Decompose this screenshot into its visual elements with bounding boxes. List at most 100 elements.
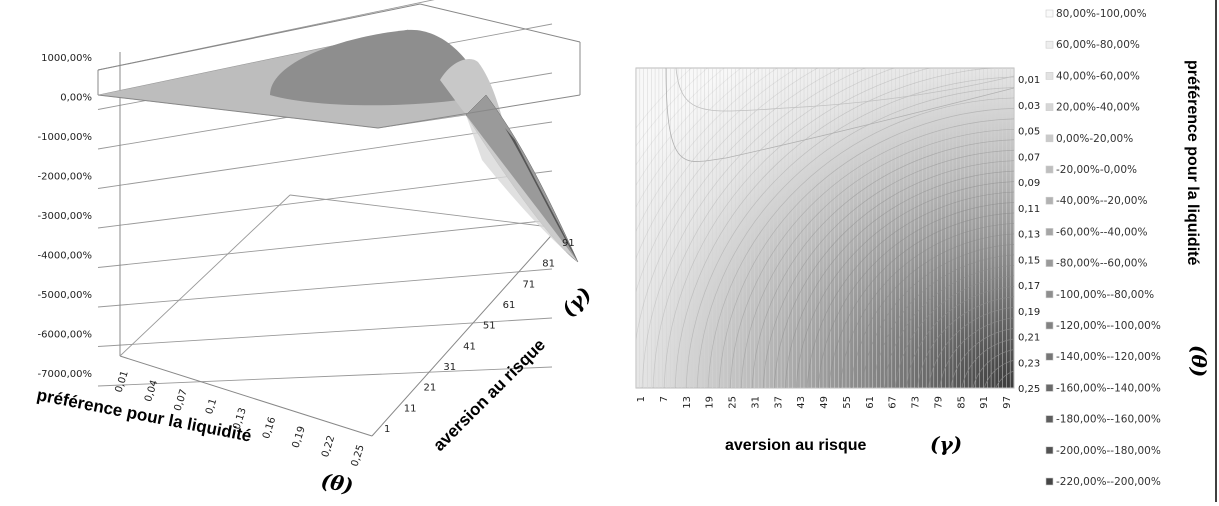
contour-isoline: [729, 118, 1014, 388]
theta-tick-label: 0,19: [291, 425, 308, 450]
contour-y-ticks: 0,01 0,03 0,05 0,07 0,09 0,11 0,13 0,15 0,17 0,19…: [1018, 75, 1040, 395]
legend-swatch: [1045, 321, 1054, 330]
legend-entry: -220,00%--200,00%: [1056, 476, 1161, 488]
z-tick-label: 1000,00%: [41, 53, 92, 64]
z-gridline: [97, 219, 553, 268]
contour-x-tick-label: 37: [773, 396, 784, 409]
z-tick-label: -3000,00%: [38, 211, 92, 222]
contour-isoline: [861, 244, 1014, 388]
legend-entry: -140,00%--120,00%: [1056, 351, 1161, 363]
legend-entry: 80,00%-100,00%: [1056, 8, 1147, 20]
contour-isoline: [674, 68, 995, 388]
z-gridline: [97, 268, 553, 308]
contour-isoline: [839, 223, 1014, 388]
legend-swatch: [1045, 290, 1054, 299]
gamma-tick-label: 11: [404, 403, 417, 414]
z-tick-label: -6000,00%: [38, 330, 92, 341]
contour-y-tick-label: 0,25: [1018, 384, 1040, 395]
legend-entry: 0,00%-20,00%: [1056, 133, 1133, 145]
contour-isoline: [784, 170, 1014, 388]
contour-isoline: [806, 191, 1014, 388]
legend-swatch: [1045, 40, 1054, 49]
contour-isoline: [696, 87, 1014, 388]
legend-swatch: [1045, 415, 1054, 423]
contour-x-tick-label: 13: [682, 396, 693, 409]
legend-swatch: [1045, 228, 1054, 236]
contour-isoline: [636, 68, 742, 187]
z-tick-label: -5000,00%: [38, 290, 92, 301]
contour-isoline: [707, 97, 1014, 388]
contour-isoline: [950, 328, 1014, 388]
contour-vertical-grid: [636, 68, 1014, 388]
contour-isoline: [636, 68, 760, 208]
contour-y-tick-label: 0,11: [1018, 204, 1040, 215]
contour-isoline: [895, 275, 1014, 388]
contour-isoline: [961, 338, 1014, 388]
contour-isoline: [636, 68, 709, 147]
contour-y-tick-label: 0,19: [1018, 307, 1040, 318]
surface-steep-tip: [505, 128, 578, 262]
legend-entry: -60,00%--40,00%: [1056, 226, 1147, 238]
contour-isoline: [636, 68, 819, 293]
contour-x-tick-label: 25: [728, 396, 739, 409]
legend-entry: -80,00%--60,00%: [1056, 258, 1147, 270]
contour-isoline: [828, 212, 1014, 388]
gamma-tick-label: 1: [384, 424, 390, 435]
contour-x-tick-label: 67: [888, 396, 899, 409]
contour-isoline: [773, 160, 1014, 388]
contour-isoline: [850, 233, 1014, 388]
theta-tick-label: 0,1: [204, 397, 219, 416]
z-tick-label: -2000,00%: [38, 172, 92, 183]
contour-isoline: [636, 68, 725, 166]
contour-isoline: [636, 68, 779, 232]
contour-isoline: [675, 68, 1014, 112]
z-axis-ticks: 1000,00% 0,00% -1000,00% -2000,00% -3000,00%…: [38, 53, 92, 380]
contour-x-ticks: 1 7 13 19 25 31 37 43 49 55 61 67 73 79 85 91 97: [636, 396, 1013, 409]
contour-isoline: [652, 68, 895, 388]
z-gridline: [97, 366, 553, 387]
contour-isoline: [636, 68, 692, 129]
contour-x-tick-label: 43: [796, 396, 807, 409]
legend-entry: -160,00%--140,00%: [1056, 382, 1161, 394]
gamma-tick-label: 31: [443, 362, 456, 373]
contour-y-tick-label: 0,13: [1018, 230, 1040, 241]
contour-x-symbol: (γ): [930, 432, 962, 456]
theta-tick-label: 0,01: [114, 370, 131, 395]
contour-plot-area: [635, 67, 1015, 389]
theta-tick-label: 0,25: [350, 444, 367, 469]
contour-x-tick-label: 49: [819, 396, 830, 409]
contour-isoline: [718, 108, 1014, 388]
contour-isoline: [972, 349, 1014, 388]
surface-dark-band: [270, 29, 486, 106]
contour-y-label: préférence pour la liquidité: [1184, 60, 1201, 265]
contour-y-tick-label: 0,05: [1018, 127, 1040, 138]
legend-entry: 40,00%-60,00%: [1056, 70, 1140, 82]
contour-isoline: [641, 68, 866, 388]
legend-entry: -20,00%-0,00%: [1056, 164, 1137, 176]
contour-isoline: [939, 317, 1014, 388]
contour-isoline: [984, 359, 1014, 388]
contour-x-tick-label: 91: [979, 396, 990, 409]
theta-axis-line: [119, 355, 373, 437]
contour-x-tick-label: 7: [659, 396, 670, 402]
contour-isoline: [636, 68, 798, 260]
contour-isoline: [685, 76, 1014, 388]
legend-swatch: [1045, 103, 1054, 111]
gamma-tick-label: 91: [562, 238, 575, 249]
legend-swatch: [1045, 72, 1054, 80]
theta-tick-label: 0,07: [173, 388, 190, 413]
legend-entry: 60,00%-80,00%: [1056, 39, 1140, 51]
contour-y-tick-label: 0,03: [1018, 101, 1040, 112]
legend-swatch: [1045, 134, 1054, 143]
contour-y-tick-label: 0,23: [1018, 358, 1040, 369]
z-tick-label: 0,00%: [60, 93, 92, 104]
floor-right-edge: [289, 194, 559, 229]
contour-isoline: [817, 202, 1014, 388]
legend-entry: -100,00%--80,00%: [1056, 289, 1154, 301]
legend-entry: -120,00%--100,00%: [1056, 320, 1161, 332]
contour-x-tick-label: 1: [636, 396, 647, 402]
contour-x-tick-label: 19: [705, 396, 716, 409]
floor-back-edge: [119, 194, 291, 357]
